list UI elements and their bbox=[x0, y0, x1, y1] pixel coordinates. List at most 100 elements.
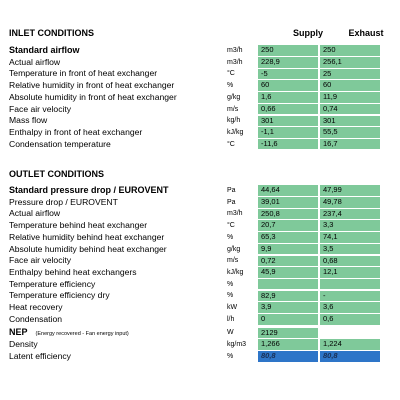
label-text: Condensation bbox=[9, 313, 63, 324]
value-cell: 1,6 bbox=[258, 92, 318, 103]
value-cell: 20,7 bbox=[258, 220, 318, 231]
value-cell: 55,5 bbox=[320, 127, 380, 138]
row-unit: % bbox=[227, 352, 234, 360]
row-unit: °C bbox=[227, 222, 235, 230]
row-label: Condensation bbox=[9, 314, 62, 325]
value-cell: 60 bbox=[258, 80, 318, 91]
value-cell: 237,4 bbox=[320, 208, 380, 220]
value-cell: 82,9 bbox=[258, 290, 318, 302]
value-cell: - bbox=[320, 290, 380, 302]
row-unit: W bbox=[227, 329, 234, 337]
row-label: NEP (Energy recovered - Fan energy input) bbox=[9, 327, 129, 340]
label-text: Standard airflow bbox=[9, 45, 80, 55]
value-cell: 60 bbox=[320, 80, 380, 91]
value-cell: 44,64 bbox=[258, 185, 318, 196]
label-text: Relative humidity in front of heat excha… bbox=[9, 80, 175, 91]
label-text: Heat recovery bbox=[9, 302, 63, 312]
label-text: Actual airflow bbox=[9, 208, 61, 219]
label-text: Absolute humidity in front of heat excha… bbox=[9, 91, 177, 102]
value-cell: 16,7 bbox=[320, 138, 380, 150]
label-text: Density bbox=[9, 339, 38, 350]
row-unit: m3/h bbox=[227, 47, 243, 54]
value-cell: 80,8 bbox=[320, 351, 380, 362]
label-text: Actual airflow bbox=[9, 56, 61, 67]
label-text: Standard pressure drop / EUROVENT bbox=[9, 185, 169, 195]
row-unit: % bbox=[227, 292, 234, 300]
row-label: Pressure drop / EUROVENT bbox=[9, 197, 118, 208]
row-unit: % bbox=[227, 233, 234, 241]
row-label: Density bbox=[9, 339, 38, 350]
row-unit: g/kg bbox=[227, 245, 241, 253]
label-text: Mass flow bbox=[9, 115, 48, 126]
row-unit: m3/h bbox=[227, 210, 243, 218]
label-text: Relative humidity behind heat exchanger bbox=[9, 231, 165, 242]
row-label: Temperature efficiency bbox=[9, 279, 95, 290]
row-label: Standard airflow bbox=[9, 45, 80, 56]
row-label: Condensation temperature bbox=[9, 139, 111, 150]
value-cell: -1,1 bbox=[258, 127, 318, 138]
row-unit: m3/h bbox=[227, 58, 243, 66]
row-unit: % bbox=[227, 280, 234, 288]
label-text: Face air velocity bbox=[9, 103, 72, 114]
value-cell: 9,9 bbox=[258, 243, 318, 255]
value-cell: 45,9 bbox=[258, 267, 318, 278]
value-cell: 0,68 bbox=[320, 255, 380, 266]
value-cell: 39,01 bbox=[258, 197, 318, 208]
label-text: Enthalpy behind heat exchangers bbox=[9, 266, 137, 277]
label-text: NEP bbox=[9, 327, 28, 338]
column-header: Supply bbox=[292, 28, 323, 38]
label-text: Temperature efficiency bbox=[9, 278, 96, 289]
row-label: Mass flow bbox=[9, 115, 47, 126]
row-label: Standard pressure drop / EUROVENT bbox=[9, 185, 169, 196]
label-text: Enthalpy in front of heat exchanger bbox=[9, 126, 143, 137]
row-unit: kg/m3 bbox=[227, 341, 247, 349]
value-cell: -5 bbox=[258, 68, 318, 80]
value-cell: 74,1 bbox=[320, 232, 380, 243]
value-cell: 11,9 bbox=[320, 92, 380, 103]
row-unit: Pa bbox=[227, 187, 236, 194]
row-label: Enthalpy behind heat exchangers bbox=[9, 267, 137, 278]
value-cell: 49,78 bbox=[320, 197, 380, 208]
value-cell bbox=[320, 278, 380, 290]
value-cell: 0,72 bbox=[258, 255, 318, 266]
value-cell: 3,5 bbox=[320, 243, 380, 255]
label-text: Face air velocity bbox=[9, 255, 72, 266]
row-unit: m/s bbox=[227, 257, 239, 265]
value-cell bbox=[258, 278, 318, 290]
value-cell: 250 bbox=[258, 45, 318, 56]
value-cell: 301 bbox=[258, 115, 318, 126]
value-cell: 25 bbox=[320, 68, 380, 80]
value-cell: -11,6 bbox=[258, 138, 318, 150]
value-cell: 12,1 bbox=[320, 267, 380, 278]
row-unit: l/h bbox=[227, 315, 235, 323]
value-cell: 47,99 bbox=[320, 185, 380, 196]
row-label: Face air velocity bbox=[9, 104, 71, 115]
value-cell: 2129 bbox=[258, 327, 318, 339]
row-label: Temperature in front of heat exchanger bbox=[9, 68, 157, 79]
label-text: Pressure drop / EUROVENT bbox=[9, 196, 118, 207]
section-title: INLET CONDITIONS bbox=[9, 28, 94, 38]
value-cell: 301 bbox=[320, 115, 380, 126]
row-unit: % bbox=[227, 82, 234, 90]
row-label: Temperature behind heat exchanger bbox=[9, 220, 147, 231]
value-cell: 0 bbox=[258, 314, 318, 325]
row-label: Absolute humidity in front of heat excha… bbox=[9, 92, 177, 103]
value-cell: 80,8 bbox=[258, 351, 318, 362]
label-text: Latent efficiency bbox=[9, 350, 71, 361]
label-text: Temperature efficiency dry bbox=[9, 290, 110, 301]
row-label: Enthalpy in front of heat exchanger bbox=[9, 127, 142, 138]
value-cell: 0,66 bbox=[258, 103, 318, 115]
row-unit: m/s bbox=[227, 105, 239, 113]
value-cell: 65,3 bbox=[258, 232, 318, 243]
row-unit: °C bbox=[227, 70, 235, 78]
row-unit: Pa bbox=[227, 198, 236, 206]
row-label: Relative humidity in front of heat excha… bbox=[9, 80, 174, 91]
value-cell: 3,6 bbox=[320, 302, 380, 313]
row-label: Face air velocity bbox=[9, 255, 71, 266]
row-unit: kJ/kg bbox=[227, 268, 244, 276]
row-label: Heat recovery bbox=[9, 302, 63, 313]
value-cell: 0,6 bbox=[320, 314, 380, 325]
label-text: Temperature behind heat exchanger bbox=[9, 220, 148, 231]
value-cell: 256,1 bbox=[320, 57, 380, 68]
